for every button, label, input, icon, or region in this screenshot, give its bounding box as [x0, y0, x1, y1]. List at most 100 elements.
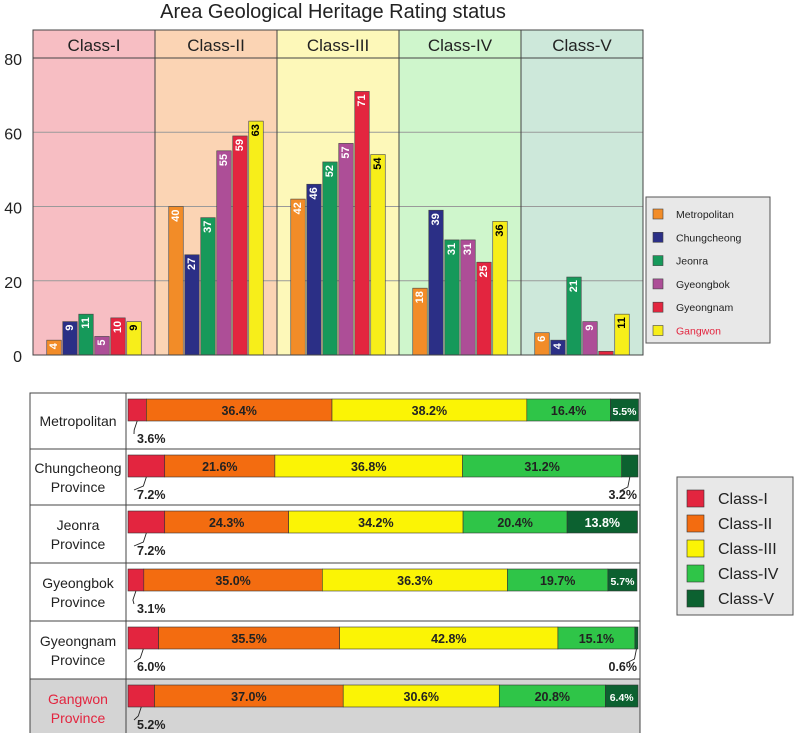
- segment-label: 19.7%: [540, 574, 575, 588]
- bar-value-label: 40: [170, 210, 182, 222]
- segment-class-i-gangwon: [127, 684, 155, 708]
- bar-jeonra-class-ii: [200, 217, 216, 356]
- bar-gyeongnam-class-ii: [232, 135, 248, 356]
- segment-label: 35.0%: [215, 574, 250, 588]
- callout-line: [133, 420, 138, 435]
- y-tick-label-40: 40: [4, 201, 22, 218]
- segment-label-class-v: 5.5%: [613, 406, 638, 418]
- bar-gyeongnam-class-iii: [354, 91, 370, 356]
- row-label-metropolitan: Metropolitan: [39, 413, 116, 429]
- bar-value-label: 71: [356, 94, 368, 106]
- bar-value-label: 63: [250, 124, 262, 136]
- callout-line: [133, 532, 147, 547]
- segment-label: 35.5%: [231, 632, 266, 646]
- category-label-class-v: Class-V: [552, 36, 612, 55]
- bar-metropolitan-class-ii: [168, 206, 184, 356]
- bar-value-label: 11: [616, 317, 628, 329]
- segment-label: 36.3%: [397, 574, 432, 588]
- table-frame: [29, 392, 641, 733]
- legend-swatch-gyeongbok: [652, 278, 664, 290]
- row-label-chungcheong: Chungcheong: [34, 460, 121, 476]
- bar-value-label: 27: [186, 258, 198, 270]
- callout-label-class-v: 0.6%: [609, 660, 638, 674]
- bar-chungcheong-class-iii: [306, 183, 322, 356]
- bar-value-label: 5: [96, 339, 108, 345]
- legend-swatch-chungcheong: [652, 232, 664, 243]
- bar-value-label: 31: [462, 243, 474, 255]
- legend-swatch-class-iii: [686, 539, 705, 558]
- callout-label-class-i: 3.1%: [137, 602, 166, 616]
- row-label-chungcheong: Province: [51, 479, 106, 495]
- bar-gangwon-class-iv: [492, 221, 508, 356]
- callout-line: [133, 648, 144, 663]
- category-label-class-i: Class-I: [68, 36, 121, 55]
- callout-line: [133, 476, 147, 491]
- segment-label-class-v: 5.7%: [610, 576, 635, 588]
- bar-value-label: 4: [48, 342, 60, 349]
- segment-label: 16.4%: [551, 404, 586, 418]
- y-tick-label-20: 20: [4, 275, 22, 292]
- bar-value-label: 9: [584, 325, 596, 331]
- row-label-gyeongnam: Gyeongnam: [40, 633, 116, 649]
- legend-entry-gyeongnam: Gyeongnam: [676, 302, 733, 314]
- legend-entry-jeonra: Jeonra: [676, 256, 708, 268]
- bar-value-label: 9: [64, 325, 76, 331]
- legend-swatch-jeonra: [652, 255, 664, 266]
- segment-label: 38.2%: [412, 404, 447, 418]
- segment-class-v-metropolitan: [610, 398, 639, 422]
- segment-label-class-v: 6.4%: [610, 692, 635, 704]
- legend-swatch-metropolitan: [652, 208, 664, 220]
- legend-swatch-class-v: [686, 589, 705, 608]
- bar-gyeongbok-class-ii: [216, 150, 232, 356]
- legend-swatch-gangwon: [652, 325, 664, 336]
- row-label-gangwon: Gangwon: [48, 691, 108, 707]
- legend-entry-class-iii: Class-III: [718, 541, 777, 558]
- row-label-gyeongnam: Province: [51, 652, 106, 668]
- legend-entry-class-i: Class-I: [718, 491, 768, 508]
- bar-value-label: 36: [494, 224, 506, 236]
- legend-top-box: [645, 196, 771, 344]
- bar-value-label: 54: [372, 157, 384, 170]
- segment-label: 15.1%: [579, 632, 614, 646]
- bar-value-label: 46: [308, 187, 320, 199]
- segment-class-v-jeonra: [566, 510, 638, 534]
- legend-entry-class-iv: Class-IV: [718, 566, 779, 583]
- category-label-class-iv: Class-IV: [428, 36, 493, 55]
- bar-gyeongbok-class-iii: [338, 143, 354, 356]
- bar-metropolitan-class-iii: [290, 198, 306, 356]
- legend-swatch-class-i: [686, 489, 705, 508]
- bar-value-label: 4: [552, 342, 564, 349]
- category-band-class-i: [33, 30, 155, 355]
- row-label-jeonra: Province: [51, 536, 106, 552]
- callout-line: [132, 590, 137, 605]
- segment-label: 24.3%: [209, 516, 244, 530]
- callout-label-class-i: 7.2%: [137, 544, 166, 558]
- legend-bottom: Class-I Class-II Class-III Class-IV Class-V: [676, 476, 794, 616]
- bar-value-label: 52: [324, 165, 336, 177]
- bar-value-label: 31: [446, 243, 458, 255]
- row-label-gyeongbok: Gyeongbok: [42, 575, 115, 591]
- bar-value-label: 55: [218, 154, 230, 166]
- legend-top: Metropolitan Chungcheong Jeonra Gyeongbok Gy…: [645, 196, 771, 344]
- bar-value-label: 1: [600, 354, 612, 360]
- bar-value-label: 18: [414, 291, 426, 303]
- callout-label-class-i: 7.2%: [137, 488, 166, 502]
- legend-entry-chungcheong: Chungcheong: [676, 232, 742, 244]
- legend-swatch-gyeongnam: [652, 301, 664, 313]
- legend-entry-metropolitan: Metropolitan: [676, 209, 734, 221]
- callout-label-class-i: 3.6%: [137, 432, 166, 446]
- chart-title: Area Geological Heritage Rating status: [160, 1, 506, 23]
- row-label-jeonra: Jeonra: [57, 517, 100, 533]
- category-label-class-iii: Class-III: [307, 36, 369, 55]
- row-label-gangwon: Province: [51, 710, 106, 726]
- bar-gangwon-class-iii: [370, 154, 386, 356]
- segment-label: 30.6%: [404, 690, 439, 704]
- legend-entry-class-ii: Class-II: [718, 516, 772, 533]
- segment-label: 36.4%: [221, 404, 256, 418]
- callout-line: [626, 648, 637, 664]
- bar-jeonra-class-iii: [322, 161, 338, 356]
- bar-value-label: 37: [202, 221, 214, 233]
- legend-entry-class-v: Class-V: [718, 591, 774, 608]
- callout-line: [133, 706, 142, 721]
- segment-class-v-gyeongnam: [634, 626, 639, 650]
